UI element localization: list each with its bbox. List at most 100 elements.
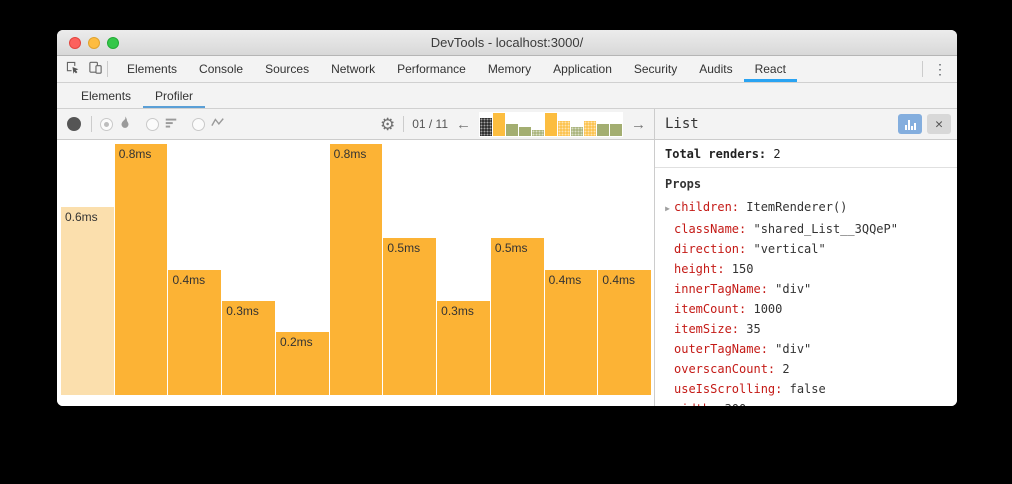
props-section: Props ▶ children: ItemRenderer() className…: [655, 168, 957, 406]
chart-bar[interactable]: 0.3ms: [437, 300, 490, 395]
tab-memory[interactable]: Memory: [487, 62, 532, 76]
zoom-window-button[interactable]: [107, 36, 119, 49]
prop-row: className: "shared_List__3QQeP": [655, 219, 957, 239]
props-list: ▶ children: ItemRenderer() className: "sha…: [655, 197, 957, 406]
tab-console[interactable]: Console: [199, 62, 244, 76]
ranked-chart-icon: [164, 116, 178, 133]
chart-bar[interactable]: 0.2ms: [275, 332, 329, 395]
snapshot-minibar[interactable]: [493, 112, 505, 136]
snapshot-minibar[interactable]: [519, 126, 531, 136]
snapshot-minibar[interactable]: [610, 124, 622, 136]
prop-value: 1000: [746, 302, 783, 316]
divider: [403, 116, 405, 132]
prop-value: ItemRenderer(): [739, 200, 848, 214]
props-heading: Props: [665, 177, 702, 191]
prop-row: height: 150: [655, 259, 957, 279]
tab-audits[interactable]: Audits: [699, 62, 733, 76]
prop-name: innerTagName:: [674, 282, 768, 296]
profiler-toolbar: ⚙ 01 / 11 ← →: [57, 109, 654, 140]
prop-row: direction: "vertical": [655, 239, 957, 259]
view-option-interactions[interactable]: [192, 116, 226, 133]
expand-arrow-icon[interactable]: ▶: [665, 204, 670, 213]
chart-bar[interactable]: 0.8ms: [114, 144, 168, 395]
chart-bar[interactable]: 0.5ms: [490, 238, 544, 395]
snapshot-minibar[interactable]: [597, 124, 609, 136]
prop-row: itemCount: 1000: [655, 299, 957, 319]
snapshot-selector[interactable]: [479, 111, 623, 137]
prop-value: 2: [775, 362, 790, 376]
devtools-window: DevTools - localhost:3000/ Elements Conso…: [57, 30, 957, 406]
chart-bar[interactable]: 0.4ms: [598, 269, 652, 395]
prop-row: overscanCount: 2: [655, 359, 957, 379]
tab-performance[interactable]: Performance: [397, 62, 466, 76]
minimize-window-button[interactable]: [88, 36, 100, 49]
prop-name: className:: [674, 222, 747, 236]
bar-label: 0.4ms: [172, 272, 206, 287]
bar-label: 0.8ms: [118, 147, 152, 161]
tab-sources[interactable]: Sources: [265, 62, 310, 76]
prop-value: "div": [767, 342, 812, 356]
prop-row: outerTagName: "div": [655, 339, 957, 359]
divider: [91, 116, 92, 132]
details-header: List ✕: [655, 109, 957, 140]
prop-value: "div": [767, 282, 812, 296]
prop-row: width: 300: [655, 399, 957, 406]
tab-network[interactable]: Network: [331, 62, 376, 76]
interactions-radio[interactable]: [192, 117, 205, 131]
bar-chart-icon[interactable]: [898, 114, 922, 134]
tab-security[interactable]: Security: [633, 62, 678, 76]
snapshot-minibar[interactable]: [480, 118, 492, 136]
snapshot-minibar[interactable]: [506, 124, 518, 136]
component-details-pane: List ✕ Total renders: 2 Props ▶ children:…: [655, 109, 957, 406]
devtools-tab-bar: Elements Console Sources Network Performance…: [57, 56, 957, 83]
devtools-tabs: Elements Console Sources Network Performance…: [116, 56, 922, 82]
prop-name: width:: [674, 399, 717, 406]
ranked-radio[interactable]: [146, 117, 159, 131]
chart-bar[interactable]: 0.5ms: [383, 238, 437, 395]
close-icon[interactable]: ✕: [927, 114, 951, 134]
snapshot-minibar[interactable]: [558, 121, 570, 136]
chart-bar[interactable]: 0.8ms: [329, 144, 383, 395]
record-button[interactable]: [67, 117, 81, 131]
prop-value: 35: [739, 322, 761, 336]
tab-elements[interactable]: Elements: [127, 62, 178, 76]
device-toolbar-icon[interactable]: [88, 60, 103, 78]
inspect-element-icon[interactable]: [65, 60, 80, 78]
prop-row[interactable]: ▶ children: ItemRenderer(): [655, 197, 957, 219]
tool-icons: [57, 56, 107, 82]
view-option-flamegraph[interactable]: [100, 115, 132, 133]
chart-bar[interactable]: 0.3ms: [222, 300, 275, 395]
prop-name: direction:: [674, 242, 747, 256]
prop-row: innerTagName: "div": [655, 279, 957, 299]
subtab-profiler[interactable]: Profiler: [143, 83, 206, 108]
prop-name: useIsScrolling:: [674, 382, 783, 396]
gear-icon[interactable]: ⚙: [379, 114, 396, 134]
traffic-lights: [69, 36, 119, 49]
snapshot-minibar[interactable]: [532, 129, 544, 136]
subtab-elements[interactable]: Elements: [81, 88, 132, 103]
snapshot-minibar[interactable]: [571, 126, 583, 136]
prop-value: 150: [724, 262, 754, 276]
prop-name: children:: [674, 200, 740, 214]
bar-label: 0.8ms: [333, 147, 367, 161]
snapshot-minibar[interactable]: [545, 112, 557, 136]
tab-react[interactable]: React: [743, 56, 797, 82]
component-name: List: [665, 116, 699, 132]
tab-application[interactable]: Application: [553, 62, 612, 76]
snapshot-minibar[interactable]: [584, 121, 596, 136]
next-snapshot-icon[interactable]: →: [631, 115, 646, 133]
react-panel-tabs: Elements Profiler: [57, 83, 957, 109]
divider: [107, 61, 108, 77]
chart-bar[interactable]: 0.6ms: [61, 206, 114, 395]
bar-label: 0.5ms: [494, 241, 528, 256]
close-window-button[interactable]: [69, 36, 81, 49]
flamegraph-radio[interactable]: [100, 117, 113, 131]
chart-bar[interactable]: 0.4ms: [168, 269, 222, 395]
prop-value: "vertical": [746, 242, 826, 256]
prop-name: height:: [674, 262, 725, 276]
chart-bar[interactable]: 0.4ms: [544, 269, 598, 395]
previous-snapshot-icon[interactable]: ←: [456, 115, 471, 133]
view-option-ranked[interactable]: [146, 116, 178, 133]
kebab-menu-icon[interactable]: ⋮: [933, 60, 947, 77]
interactions-icon: [210, 116, 226, 133]
